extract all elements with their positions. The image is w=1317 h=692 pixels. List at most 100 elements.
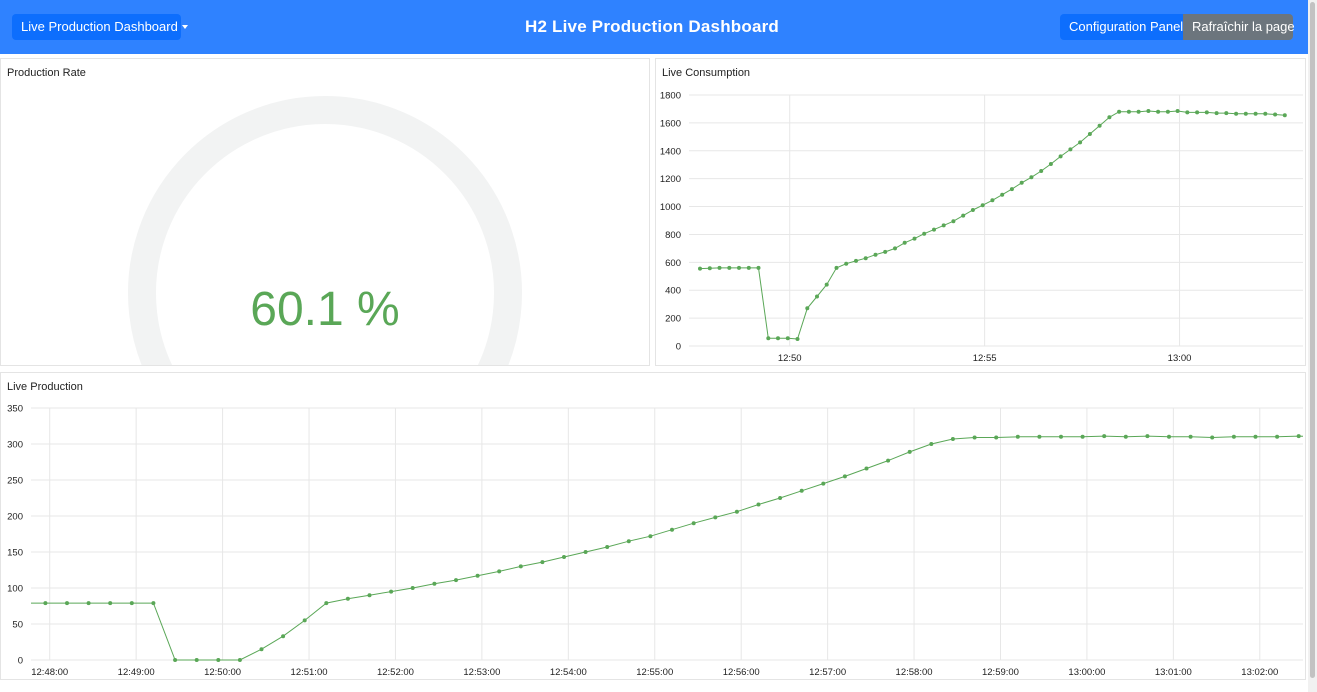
production-data-point bbox=[583, 550, 588, 554]
consumption-data-point bbox=[707, 266, 712, 271]
production-x-tick-label: 12:59:00 bbox=[982, 667, 1019, 678]
consumption-data-point bbox=[766, 336, 771, 341]
consumption-data-point bbox=[902, 240, 907, 245]
live-production-panel: Live Production 0 50 100 150 200 250 300 350 12:… bbox=[0, 372, 1306, 680]
production-data-point bbox=[432, 581, 437, 586]
consumption-data-point bbox=[961, 213, 966, 218]
configuration-panel-button[interactable]: Configuration Panel bbox=[1060, 14, 1183, 40]
production-x-tick-label: 12:49:00 bbox=[118, 667, 155, 678]
production-data-point bbox=[626, 539, 631, 544]
consumption-data-point bbox=[785, 336, 790, 341]
gauge-value-label: 60.1 % bbox=[250, 283, 399, 336]
caret-down-icon bbox=[181, 25, 188, 29]
top-navbar: Live Production Dashboard H2 Live Produc… bbox=[0, 0, 1308, 54]
consumption-data-point bbox=[698, 266, 702, 271]
consumption-data-point bbox=[1117, 109, 1122, 114]
consumption-data-point bbox=[1263, 111, 1268, 116]
production-data-point bbox=[1167, 434, 1171, 439]
production-x-tick-label: 13:01:00 bbox=[1155, 667, 1192, 678]
production-x-tick-label: 13:02:00 bbox=[1241, 667, 1278, 678]
production-data-point bbox=[497, 569, 502, 574]
consumption-data-point bbox=[1195, 110, 1200, 115]
consumption-data-point bbox=[854, 258, 858, 263]
production-data-point bbox=[1210, 435, 1215, 440]
production-data-point bbox=[799, 488, 804, 493]
production-data-point bbox=[475, 573, 480, 578]
production-data-point bbox=[259, 647, 264, 652]
consumption-data-point bbox=[1058, 154, 1063, 159]
consumption-data-point bbox=[746, 265, 751, 270]
production-data-point bbox=[864, 466, 869, 471]
production-data-point bbox=[302, 618, 307, 623]
consumption-data-point bbox=[844, 261, 849, 266]
consumption-data-point bbox=[737, 265, 741, 270]
consumption-data-point bbox=[1136, 109, 1141, 114]
production-data-point bbox=[648, 534, 653, 539]
consumption-data-point bbox=[1156, 109, 1161, 114]
consumption-data-point bbox=[795, 337, 800, 341]
production-data-point bbox=[345, 596, 350, 601]
dashboard-dropdown-button[interactable]: Live Production Dashboard bbox=[12, 14, 188, 40]
dashboard-dropdown-label: Live Production Dashboard bbox=[21, 19, 178, 34]
page-title: H2 Live Production Dashboard bbox=[524, 17, 780, 36]
production-data-point bbox=[1102, 434, 1107, 439]
production-y-tick-label: 50 bbox=[12, 620, 23, 631]
consumption-data-point bbox=[1224, 111, 1229, 116]
production-y-tick-label: 200 bbox=[7, 512, 23, 523]
consumption-y-tick-label: 1400 bbox=[660, 146, 681, 157]
live-consumption-title: Live Consumption bbox=[662, 67, 751, 79]
production-x-tick-label: 12:57:00 bbox=[809, 667, 846, 678]
production-data-point bbox=[1037, 434, 1042, 439]
consumption-data-point bbox=[1048, 162, 1053, 166]
production-data-point bbox=[129, 601, 134, 606]
consumption-data-point bbox=[990, 198, 995, 203]
production-data-point bbox=[1231, 434, 1236, 439]
consumption-data-point bbox=[1000, 192, 1005, 197]
consumption-data-point bbox=[1097, 123, 1102, 128]
consumption-data-point bbox=[1282, 113, 1287, 118]
production-x-tick-label: 12:51:00 bbox=[291, 667, 328, 678]
production-data-point bbox=[86, 601, 91, 606]
consumption-data-point bbox=[1009, 187, 1014, 192]
consumption-x-tick-label: 12:55 bbox=[973, 353, 997, 364]
consumption-data-point bbox=[824, 282, 829, 287]
consumption-y-tick-label: 400 bbox=[665, 286, 681, 297]
consumption-data-point bbox=[1253, 111, 1258, 116]
production-x-tick-label: 12:58:00 bbox=[896, 667, 933, 678]
production-data-point bbox=[324, 601, 329, 606]
consumption-y-tick-label: 1600 bbox=[660, 118, 681, 129]
production-data-point bbox=[194, 658, 199, 662]
production-y-tick-label: 150 bbox=[7, 548, 23, 559]
refresh-page-button[interactable]: Rafraîchir la page bbox=[1183, 14, 1295, 40]
consumption-data-point bbox=[756, 265, 761, 270]
consumption-y-tick-label: 600 bbox=[665, 258, 681, 269]
consumption-data-point bbox=[883, 249, 888, 254]
production-data-point bbox=[237, 658, 242, 662]
consumption-data-point bbox=[834, 265, 839, 270]
consumption-data-point bbox=[873, 252, 878, 257]
consumption-data-point bbox=[941, 223, 946, 228]
consumption-data-point bbox=[1243, 111, 1248, 116]
production-data-point bbox=[281, 634, 286, 639]
consumption-data-point bbox=[1068, 147, 1073, 152]
consumption-data-point bbox=[863, 256, 868, 261]
scrollbar-thumb[interactable] bbox=[1310, 2, 1315, 678]
production-x-tick-label: 12:50:00 bbox=[204, 667, 241, 678]
production-series-line bbox=[31, 435, 1303, 661]
consumption-data-point bbox=[1126, 109, 1131, 114]
production-data-point bbox=[778, 496, 783, 500]
consumption-data-point bbox=[932, 227, 936, 232]
production-y-tick-label: 0 bbox=[18, 656, 23, 667]
production-rate-gauge: 60.1 % bbox=[128, 96, 522, 365]
consumption-data-point bbox=[980, 203, 985, 208]
production-data-point bbox=[972, 435, 977, 440]
production-x-tick-label: 12:48:00 bbox=[31, 667, 68, 678]
production-x-tick-label: 12:53:00 bbox=[463, 667, 500, 678]
consumption-data-point bbox=[1039, 169, 1044, 173]
production-data-point bbox=[756, 502, 761, 507]
production-data-point bbox=[1296, 434, 1301, 439]
production-x-tick-label: 13:00:00 bbox=[1068, 667, 1105, 678]
consumption-data-point bbox=[717, 265, 722, 270]
consumption-data-point bbox=[970, 208, 975, 212]
production-data-point bbox=[605, 545, 610, 549]
